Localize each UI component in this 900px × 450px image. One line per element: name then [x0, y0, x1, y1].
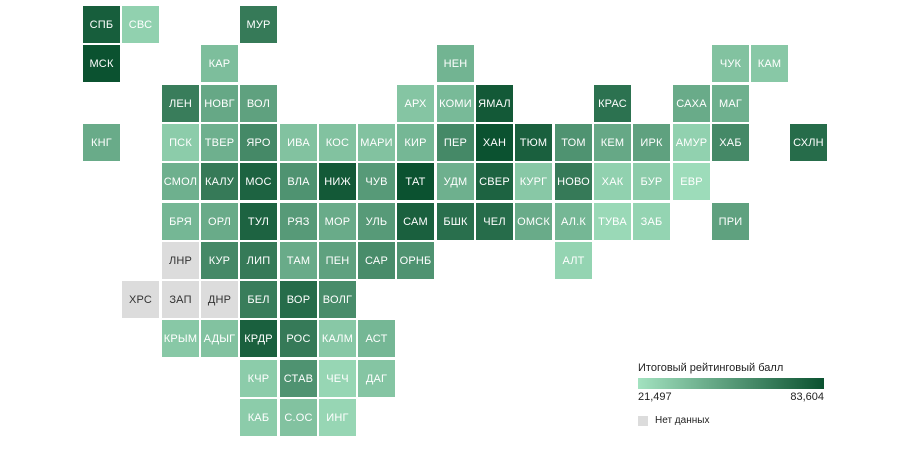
region-tile: ХАН [476, 124, 513, 161]
region-tile: ТОМ [555, 124, 592, 161]
region-tile: АМУР [673, 124, 710, 161]
region-tile: МАГ [712, 85, 749, 122]
region-tile: ИНГ [319, 399, 356, 436]
region-tile: КУРГ [515, 163, 552, 200]
region-tile: КНГ [83, 124, 120, 161]
region-tile: НОВО [555, 163, 592, 200]
region-tile: ПЕН [319, 242, 356, 279]
legend-scale-labels: 21,497 83,604 [638, 391, 828, 405]
region-tile: ЛИП [240, 242, 277, 279]
region-tile: ЧЕЛ [476, 203, 513, 240]
region-tile: ДНР [201, 281, 238, 318]
region-tile: МОС [240, 163, 277, 200]
region-tile: РОС [280, 320, 317, 357]
legend: Итоговый рейтинговый балл 21,497 83,604 … [638, 362, 828, 426]
region-tile: ЕВР [673, 163, 710, 200]
region-tile: МАРИ [358, 124, 395, 161]
region-tile: НЕН [437, 45, 474, 82]
region-tile: БУР [633, 163, 670, 200]
region-tile: ТВЕР [201, 124, 238, 161]
region-tile: КОС [319, 124, 356, 161]
region-tile: ХАК [594, 163, 631, 200]
region-tile: ОМСК [515, 203, 552, 240]
region-tile: СВЕР [476, 163, 513, 200]
region-tile: ЗАБ [633, 203, 670, 240]
region-tile: ЛНР [162, 242, 199, 279]
region-tile: КОМИ [437, 85, 474, 122]
region-tile: КРАС [594, 85, 631, 122]
region-tile: КЕМ [594, 124, 631, 161]
region-tile: ЛЕН [162, 85, 199, 122]
no-data-swatch [638, 415, 648, 426]
region-tile: УЛЬ [358, 203, 395, 240]
region-tile: АСТ [358, 320, 395, 357]
region-tile: ЧУВ [358, 163, 395, 200]
legend-no-data: Нет данных [638, 415, 828, 426]
region-tile: УДМ [437, 163, 474, 200]
region-tile: МОР [319, 203, 356, 240]
no-data-label: Нет данных [655, 415, 710, 426]
region-tile: ЯМАЛ [476, 85, 513, 122]
region-tile: СМОЛ [162, 163, 199, 200]
region-tile: ПСК [162, 124, 199, 161]
region-tile: САМ [397, 203, 434, 240]
region-tile: КАР [201, 45, 238, 82]
region-tile: КУР [201, 242, 238, 279]
region-tile: МУР [240, 6, 277, 43]
region-tile: ЧЕЧ [319, 360, 356, 397]
region-tile: ДАГ [358, 360, 395, 397]
region-tile: ПЕР [437, 124, 474, 161]
region-tile: АЛ.К [555, 203, 592, 240]
region-tile: БЕЛ [240, 281, 277, 318]
region-tile: САР [358, 242, 395, 279]
region-tile: КАЛУ [201, 163, 238, 200]
region-tile: РЯЗ [280, 203, 317, 240]
legend-min-label: 21,497 [638, 391, 672, 403]
legend-title: Итоговый рейтинговый балл [638, 362, 784, 374]
region-tile: КАБ [240, 399, 277, 436]
region-tile: ВОЛ [240, 85, 277, 122]
region-tile: КАЛМ [319, 320, 356, 357]
region-tile: АДЫГ [201, 320, 238, 357]
region-tile: ИРК [633, 124, 670, 161]
region-tile: БШК [437, 203, 474, 240]
region-tile: ТАТ [397, 163, 434, 200]
region-tile: С.ОС [280, 399, 317, 436]
legend-max-label: 83,604 [790, 391, 824, 403]
region-tile: СПБ [83, 6, 120, 43]
region-tile: ТЮМ [515, 124, 552, 161]
region-tile: ИВА [280, 124, 317, 161]
legend-gradient-bar [638, 378, 824, 389]
region-tile: АРХ [397, 85, 434, 122]
region-tile: КАМ [751, 45, 788, 82]
region-tile: ПРИ [712, 203, 749, 240]
region-tile: КЧР [240, 360, 277, 397]
region-tile: СХЛН [790, 124, 827, 161]
region-tile: ОРНБ [397, 242, 434, 279]
region-tile: АЛТ [555, 242, 592, 279]
region-tile: ЧУК [712, 45, 749, 82]
region-tile: КРДР [240, 320, 277, 357]
region-tile: ВОЛГ [319, 281, 356, 318]
region-tile: КИР [397, 124, 434, 161]
region-tile: САХА [673, 85, 710, 122]
region-tile: МСК [83, 45, 120, 82]
region-tile: БРЯ [162, 203, 199, 240]
region-tile: НИЖ [319, 163, 356, 200]
region-tile: ЗАП [162, 281, 199, 318]
region-tile: ТУВА [594, 203, 631, 240]
region-tile: ВЛА [280, 163, 317, 200]
region-tile: ХРС [122, 281, 159, 318]
region-tile: ЯРО [240, 124, 277, 161]
region-tile: ВОР [280, 281, 317, 318]
region-tile: ОРЛ [201, 203, 238, 240]
region-tile: СВС [122, 6, 159, 43]
region-tile: ТАМ [280, 242, 317, 279]
region-tile: КРЫМ [162, 320, 199, 357]
region-tile: СТАВ [280, 360, 317, 397]
region-tile: ХАБ [712, 124, 749, 161]
region-tile: ТУЛ [240, 203, 277, 240]
region-tile: НОВГ [201, 85, 238, 122]
